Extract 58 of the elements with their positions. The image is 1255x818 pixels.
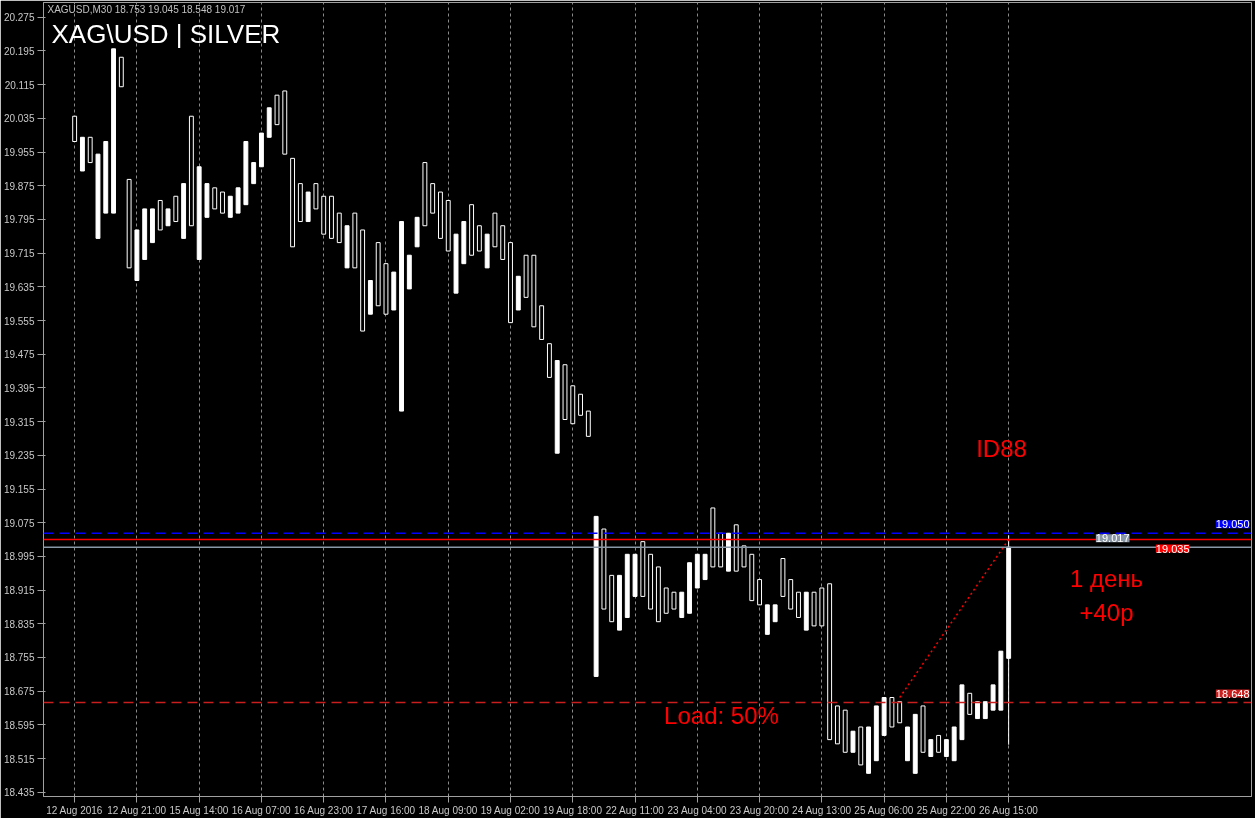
y-tick-label: 19.955	[3, 147, 35, 159]
ref-line-label: 19.050	[1215, 518, 1250, 531]
x-tick-label: 15 Aug 14:00	[169, 804, 229, 816]
annotation: ID88	[976, 434, 1027, 462]
annotation: Load: 50%	[664, 701, 779, 729]
candlestick	[741, 545, 747, 568]
y-tick-label: 18.595	[3, 719, 35, 731]
y-tick-label: 18.675	[3, 686, 35, 698]
x-tick-label: 16 Aug 23:00	[293, 804, 354, 816]
text: 1 день +40р	[1069, 564, 1144, 626]
y-tick-label: 18.915	[3, 585, 35, 597]
y-tick-label: 20.035	[3, 113, 35, 125]
candlestick	[251, 162, 257, 185]
y-tick-label: 19.795	[3, 214, 35, 226]
ref-line-label: 19.035	[1155, 542, 1190, 555]
x-tick-label: 22 Aug 11:00	[605, 804, 665, 816]
y-tick-label: 18.755	[3, 652, 35, 664]
candlestick	[578, 393, 584, 416]
y-tick-label: 18.995	[3, 551, 35, 563]
y-tick-label: 19.395	[3, 382, 35, 394]
x-tick-label: 19 Aug 02:00	[480, 804, 541, 816]
x-tick-label: 25 Aug 22:00	[916, 804, 977, 816]
candlestick	[897, 701, 903, 724]
candlestick	[220, 191, 225, 214]
y-tick-label: 18.515	[3, 753, 35, 765]
y-tick-label: 19.155	[3, 484, 35, 496]
y-tick-label: 20.195	[3, 45, 35, 57]
x-tick-label: 25 Aug 06:00	[854, 804, 914, 816]
x-tick-label: 12 Aug 21:00	[107, 804, 167, 816]
y-tick-label: 19.315	[3, 416, 35, 428]
chart-subtitle: XAGUSD,M30 18.753 19.045 18.548 19.017	[47, 3, 246, 15]
x-tick-label: 26 Aug 15:00	[978, 804, 1039, 816]
ref-line-label: 19.017	[1095, 532, 1130, 545]
x-tick-label: 18 Aug 09:00	[418, 804, 478, 816]
x-tick-label: 23 Aug 20:00	[729, 804, 790, 816]
y-tick-label: 18.835	[3, 618, 35, 630]
y-tick-label: 19.635	[3, 281, 35, 293]
x-tick-label: 19 Aug 18:00	[543, 804, 603, 816]
x-tick-label: 17 Aug 16:00	[356, 804, 416, 816]
candlestick	[227, 195, 233, 218]
y-tick-label: 19.875	[3, 180, 35, 192]
candlestick	[967, 692, 973, 715]
x-tick-label: 24 Aug 13:00	[792, 804, 852, 816]
y-tick-label: 19.715	[3, 248, 35, 260]
y-tick-label: 19.075	[3, 517, 35, 529]
y-tick-label: 20.115	[4, 79, 35, 91]
candlestick	[850, 730, 856, 753]
x-tick-label: 12 Aug 2016	[46, 804, 103, 816]
y-tick-label: 19.555	[3, 315, 35, 327]
y-tick-label: 18.435	[3, 787, 35, 799]
x-tick-label: 16 Aug 07:00	[231, 804, 292, 816]
y-tick-label: 20.275	[3, 12, 35, 24]
ref-line-label: 18.648	[1215, 687, 1250, 700]
y-tick-label: 19.475	[3, 349, 35, 361]
candlestick	[212, 187, 218, 210]
y-tick-label: 19.235	[3, 450, 35, 462]
x-tick-label: 23 Aug 04:00	[667, 804, 727, 816]
text: XAG\USD | SILVER	[51, 18, 281, 49]
